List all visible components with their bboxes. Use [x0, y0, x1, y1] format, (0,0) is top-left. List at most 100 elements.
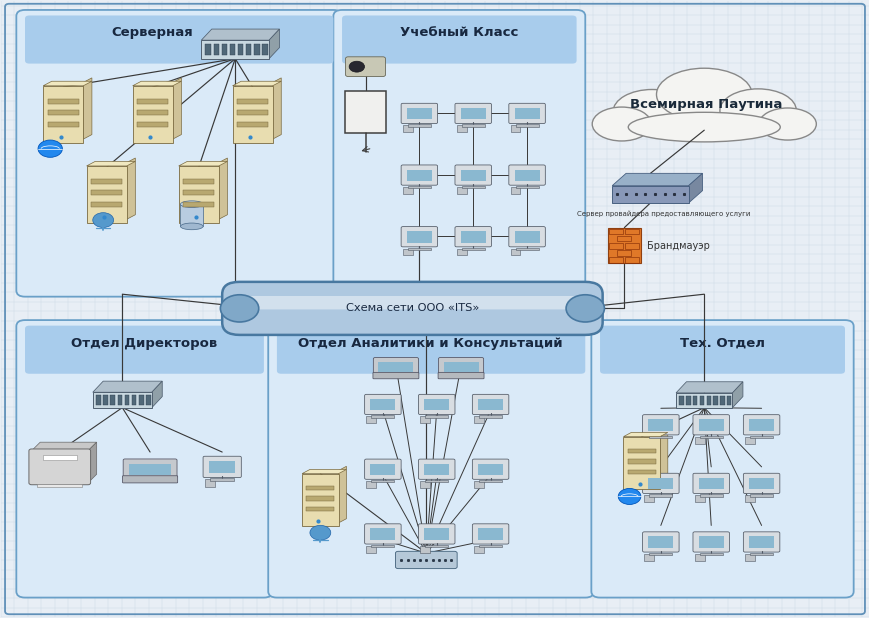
Bar	[607, 243, 622, 248]
Bar	[93, 392, 152, 408]
Bar	[720, 396, 724, 405]
Bar	[402, 125, 412, 132]
Bar	[514, 108, 539, 119]
FancyBboxPatch shape	[123, 476, 177, 483]
Ellipse shape	[613, 90, 691, 134]
Bar	[647, 419, 673, 431]
Bar	[699, 436, 722, 438]
Bar	[180, 204, 202, 226]
Bar	[647, 478, 673, 489]
FancyBboxPatch shape	[364, 459, 401, 480]
Bar	[461, 108, 485, 119]
Bar	[675, 393, 732, 408]
Bar	[749, 494, 773, 497]
Bar	[402, 248, 412, 255]
Bar	[515, 248, 538, 250]
Bar	[744, 437, 754, 444]
Bar	[371, 545, 394, 547]
Bar	[110, 396, 115, 405]
Polygon shape	[623, 433, 667, 437]
FancyBboxPatch shape	[132, 86, 173, 143]
Bar	[461, 186, 484, 188]
Polygon shape	[173, 78, 181, 139]
Bar	[479, 480, 501, 483]
Bar	[627, 470, 655, 475]
FancyBboxPatch shape	[17, 320, 272, 598]
Bar	[748, 536, 773, 548]
Polygon shape	[688, 173, 702, 203]
Bar	[713, 396, 717, 405]
FancyBboxPatch shape	[25, 326, 263, 374]
Polygon shape	[178, 161, 227, 166]
Bar	[679, 396, 683, 405]
Polygon shape	[93, 381, 163, 392]
FancyBboxPatch shape	[472, 394, 508, 415]
Polygon shape	[732, 382, 742, 408]
Bar	[726, 396, 731, 405]
FancyBboxPatch shape	[302, 473, 338, 526]
Text: Всемирная Паутина: Всемирная Паутина	[629, 98, 781, 111]
FancyBboxPatch shape	[25, 15, 333, 64]
Bar	[205, 44, 210, 55]
Ellipse shape	[627, 112, 779, 142]
Bar	[378, 362, 413, 372]
Bar	[183, 190, 214, 195]
Bar	[137, 122, 168, 127]
Bar	[749, 553, 773, 555]
Polygon shape	[660, 430, 667, 486]
Bar	[694, 554, 704, 561]
Bar	[461, 169, 485, 181]
Circle shape	[348, 61, 364, 72]
Polygon shape	[612, 173, 702, 185]
FancyBboxPatch shape	[508, 165, 545, 185]
Bar	[515, 124, 538, 127]
Bar	[420, 481, 429, 488]
Bar	[616, 236, 630, 242]
Bar	[222, 44, 227, 55]
FancyBboxPatch shape	[454, 103, 491, 124]
FancyBboxPatch shape	[508, 227, 545, 247]
Polygon shape	[87, 161, 136, 166]
FancyBboxPatch shape	[276, 326, 585, 374]
Bar	[607, 257, 622, 263]
Bar	[456, 187, 466, 194]
FancyBboxPatch shape	[508, 103, 545, 124]
Bar	[43, 455, 76, 460]
Ellipse shape	[719, 89, 795, 132]
Text: Брандмауэр: Брандмауэр	[647, 241, 709, 251]
Bar	[477, 528, 502, 540]
FancyBboxPatch shape	[591, 320, 852, 598]
Text: Тех. Отдел: Тех. Отдел	[680, 337, 764, 350]
FancyBboxPatch shape	[693, 415, 728, 435]
Ellipse shape	[180, 201, 202, 208]
Polygon shape	[152, 381, 163, 408]
Text: Учебный Класс: Учебный Класс	[400, 26, 518, 40]
Bar	[698, 478, 723, 489]
Polygon shape	[269, 29, 279, 59]
Circle shape	[618, 488, 640, 504]
FancyBboxPatch shape	[693, 473, 728, 494]
FancyBboxPatch shape	[43, 86, 83, 143]
Bar	[371, 480, 394, 483]
FancyBboxPatch shape	[742, 473, 779, 494]
Bar	[644, 437, 653, 444]
Bar	[370, 399, 395, 410]
Bar	[48, 110, 78, 116]
Bar	[461, 248, 484, 250]
Bar	[246, 44, 251, 55]
Bar	[237, 122, 268, 127]
Polygon shape	[83, 78, 92, 139]
Bar	[408, 124, 430, 127]
Bar	[474, 546, 483, 552]
Bar	[420, 546, 429, 552]
Bar	[644, 554, 653, 561]
Bar	[213, 44, 219, 55]
Ellipse shape	[180, 223, 202, 230]
Bar	[137, 99, 168, 104]
FancyBboxPatch shape	[395, 551, 456, 569]
FancyBboxPatch shape	[418, 524, 454, 544]
Bar	[366, 546, 376, 552]
Circle shape	[220, 295, 258, 322]
Bar	[456, 125, 466, 132]
Bar	[48, 99, 78, 104]
